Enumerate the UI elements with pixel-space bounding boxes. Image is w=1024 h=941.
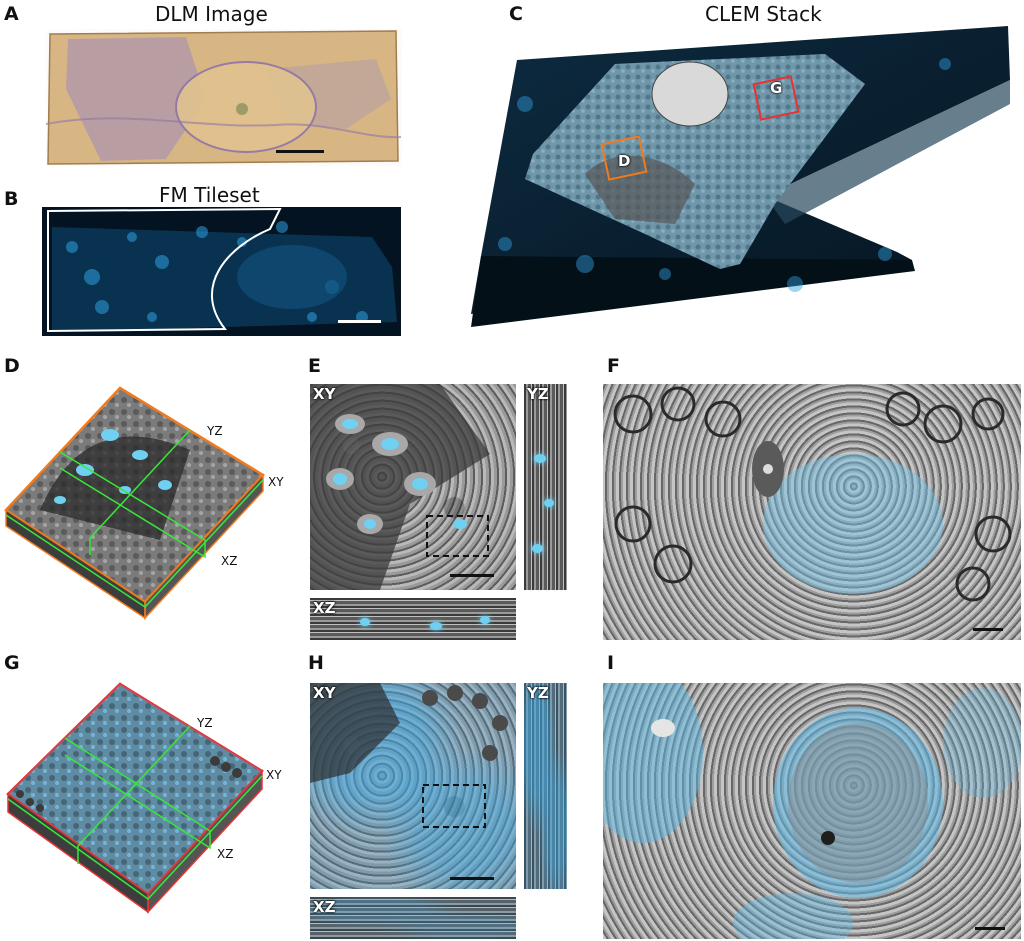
roi-d-label: D: [618, 152, 631, 170]
panel-e-tag-xz: XZ: [313, 599, 336, 617]
fm-tileset: [42, 207, 401, 336]
block-g: YZ XY XZ: [0, 666, 290, 920]
panel-b-title: FM Tileset: [159, 183, 260, 207]
block-d-label-yz: YZ: [207, 424, 223, 438]
fm-tileset-graphic: [42, 207, 401, 336]
panel-f-overlay: [613, 386, 1012, 631]
panel-e-scalebar: [450, 574, 494, 577]
panel-letter-g: G: [4, 652, 20, 674]
dlm-scalebar: [276, 150, 324, 153]
panel-c-title: CLEM Stack: [705, 2, 822, 26]
panel-letter-i: I: [607, 652, 615, 674]
panel-e-tag-yz: YZ: [527, 385, 549, 403]
block-g-label-xz: XZ: [217, 847, 234, 861]
panel-h-tag-yz: YZ: [527, 684, 549, 702]
clem-stack-graphic: [471, 26, 1010, 327]
panel-i-scalebar: [975, 927, 1005, 930]
panel-h-roi-dashed: [422, 784, 486, 828]
dlm-image: [45, 29, 402, 166]
panel-h-yz-view: YZ: [524, 683, 567, 889]
roi-g-label: G: [770, 79, 783, 97]
panel-letter-d: D: [4, 355, 20, 377]
panel-e-tag-xy: XY: [313, 385, 336, 403]
panel-e-xy-overlay: [310, 384, 494, 590]
panel-h-xy-overlay: [310, 683, 508, 880]
panel-letter-h: H: [308, 652, 324, 674]
slice-line-xz: [89, 429, 191, 555]
slice-line-yz: [59, 451, 206, 559]
clem-stack: D G: [465, 24, 1024, 337]
block-d-graphic: [4, 386, 265, 620]
panel-e-xz-view: XZ: [310, 598, 516, 640]
block-g-label-xy: XY: [266, 768, 282, 782]
panel-e-xy-view: XY: [310, 384, 516, 590]
block-d: YZ XY XZ: [0, 360, 290, 622]
panel-f-view: [603, 384, 1021, 640]
block-d-label-xz: XZ: [221, 554, 238, 568]
roi-d-box: [600, 135, 648, 181]
slice-line-yz-g: [64, 737, 211, 850]
panel-i-view: [603, 683, 1021, 939]
panel-letter-b: B: [4, 188, 19, 210]
fm-outline: [47, 207, 282, 333]
panel-h-xz-view: XZ: [310, 897, 516, 939]
panel-e-yz-view: YZ: [524, 384, 567, 590]
block-d-label-xy: XY: [268, 475, 284, 489]
slice-line-xz-g: [77, 725, 191, 864]
fm-scalebar: [338, 320, 381, 323]
panel-h-scalebar: [450, 877, 494, 880]
block-g-graphic: [6, 682, 264, 914]
panel-h-xy-view: XY: [310, 683, 516, 889]
panel-letter-c: C: [509, 3, 523, 25]
panel-letter-a: A: [4, 3, 19, 25]
panel-h-tag-xz: XZ: [313, 898, 336, 916]
panel-a-title: DLM Image: [155, 2, 268, 26]
panel-f-scalebar: [973, 628, 1003, 631]
panel-h-tag-xy: XY: [313, 684, 336, 702]
panel-i-overlay: [603, 683, 1021, 939]
panel-e-roi-dashed: [426, 515, 489, 557]
panel-letter-e: E: [308, 355, 321, 377]
dlm-image-graphic: [45, 29, 402, 166]
roi-g-box: [752, 75, 800, 121]
block-g-label-yz: YZ: [197, 716, 213, 730]
panel-letter-f: F: [607, 355, 620, 377]
